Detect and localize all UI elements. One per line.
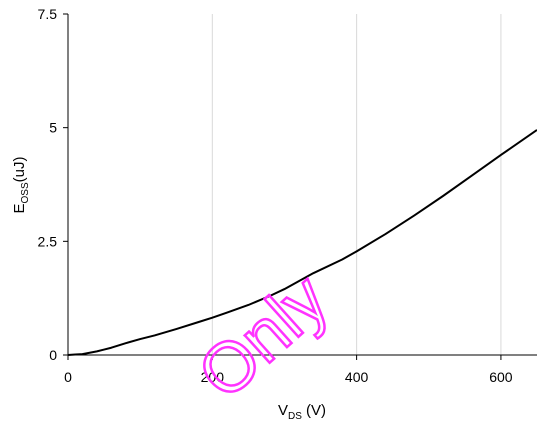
x-axis-title-subscript: DS — [288, 411, 302, 422]
grid-lines — [211, 14, 502, 355]
axes — [63, 13, 537, 360]
y-tick-labels: 0 2.5 5 7.5 — [38, 6, 58, 363]
y-axis-title: EOSS(uJ) — [11, 157, 31, 214]
y-axis-title-main: E — [11, 203, 28, 213]
x-axis-title-main: V — [278, 402, 288, 419]
y-tick-label-1: 2.5 — [38, 233, 58, 249]
y-tick-label-0: 0 — [49, 347, 57, 363]
x-tick-labels: 0 200 400 600 — [64, 369, 513, 385]
series-layer — [67, 129, 537, 356]
y-tick-label-3: 7.5 — [38, 6, 58, 22]
x-tick-label-2: 400 — [345, 369, 369, 385]
y-tick-label-2: 5 — [49, 120, 57, 136]
x-axis-title-unit: (V) — [302, 402, 326, 419]
x-tick-label-1: 200 — [201, 369, 225, 385]
watermark-text: Only — [183, 259, 342, 413]
x-axis-title: VDS (V) — [278, 402, 326, 422]
x-tick-label-3: 600 — [489, 369, 513, 385]
y-axis-title-unit: (uJ) — [11, 157, 28, 183]
y-axis-title-subscript: OSS — [20, 182, 31, 203]
series-line-0 — [67, 129, 537, 356]
x-tick-label-0: 0 — [64, 369, 72, 385]
